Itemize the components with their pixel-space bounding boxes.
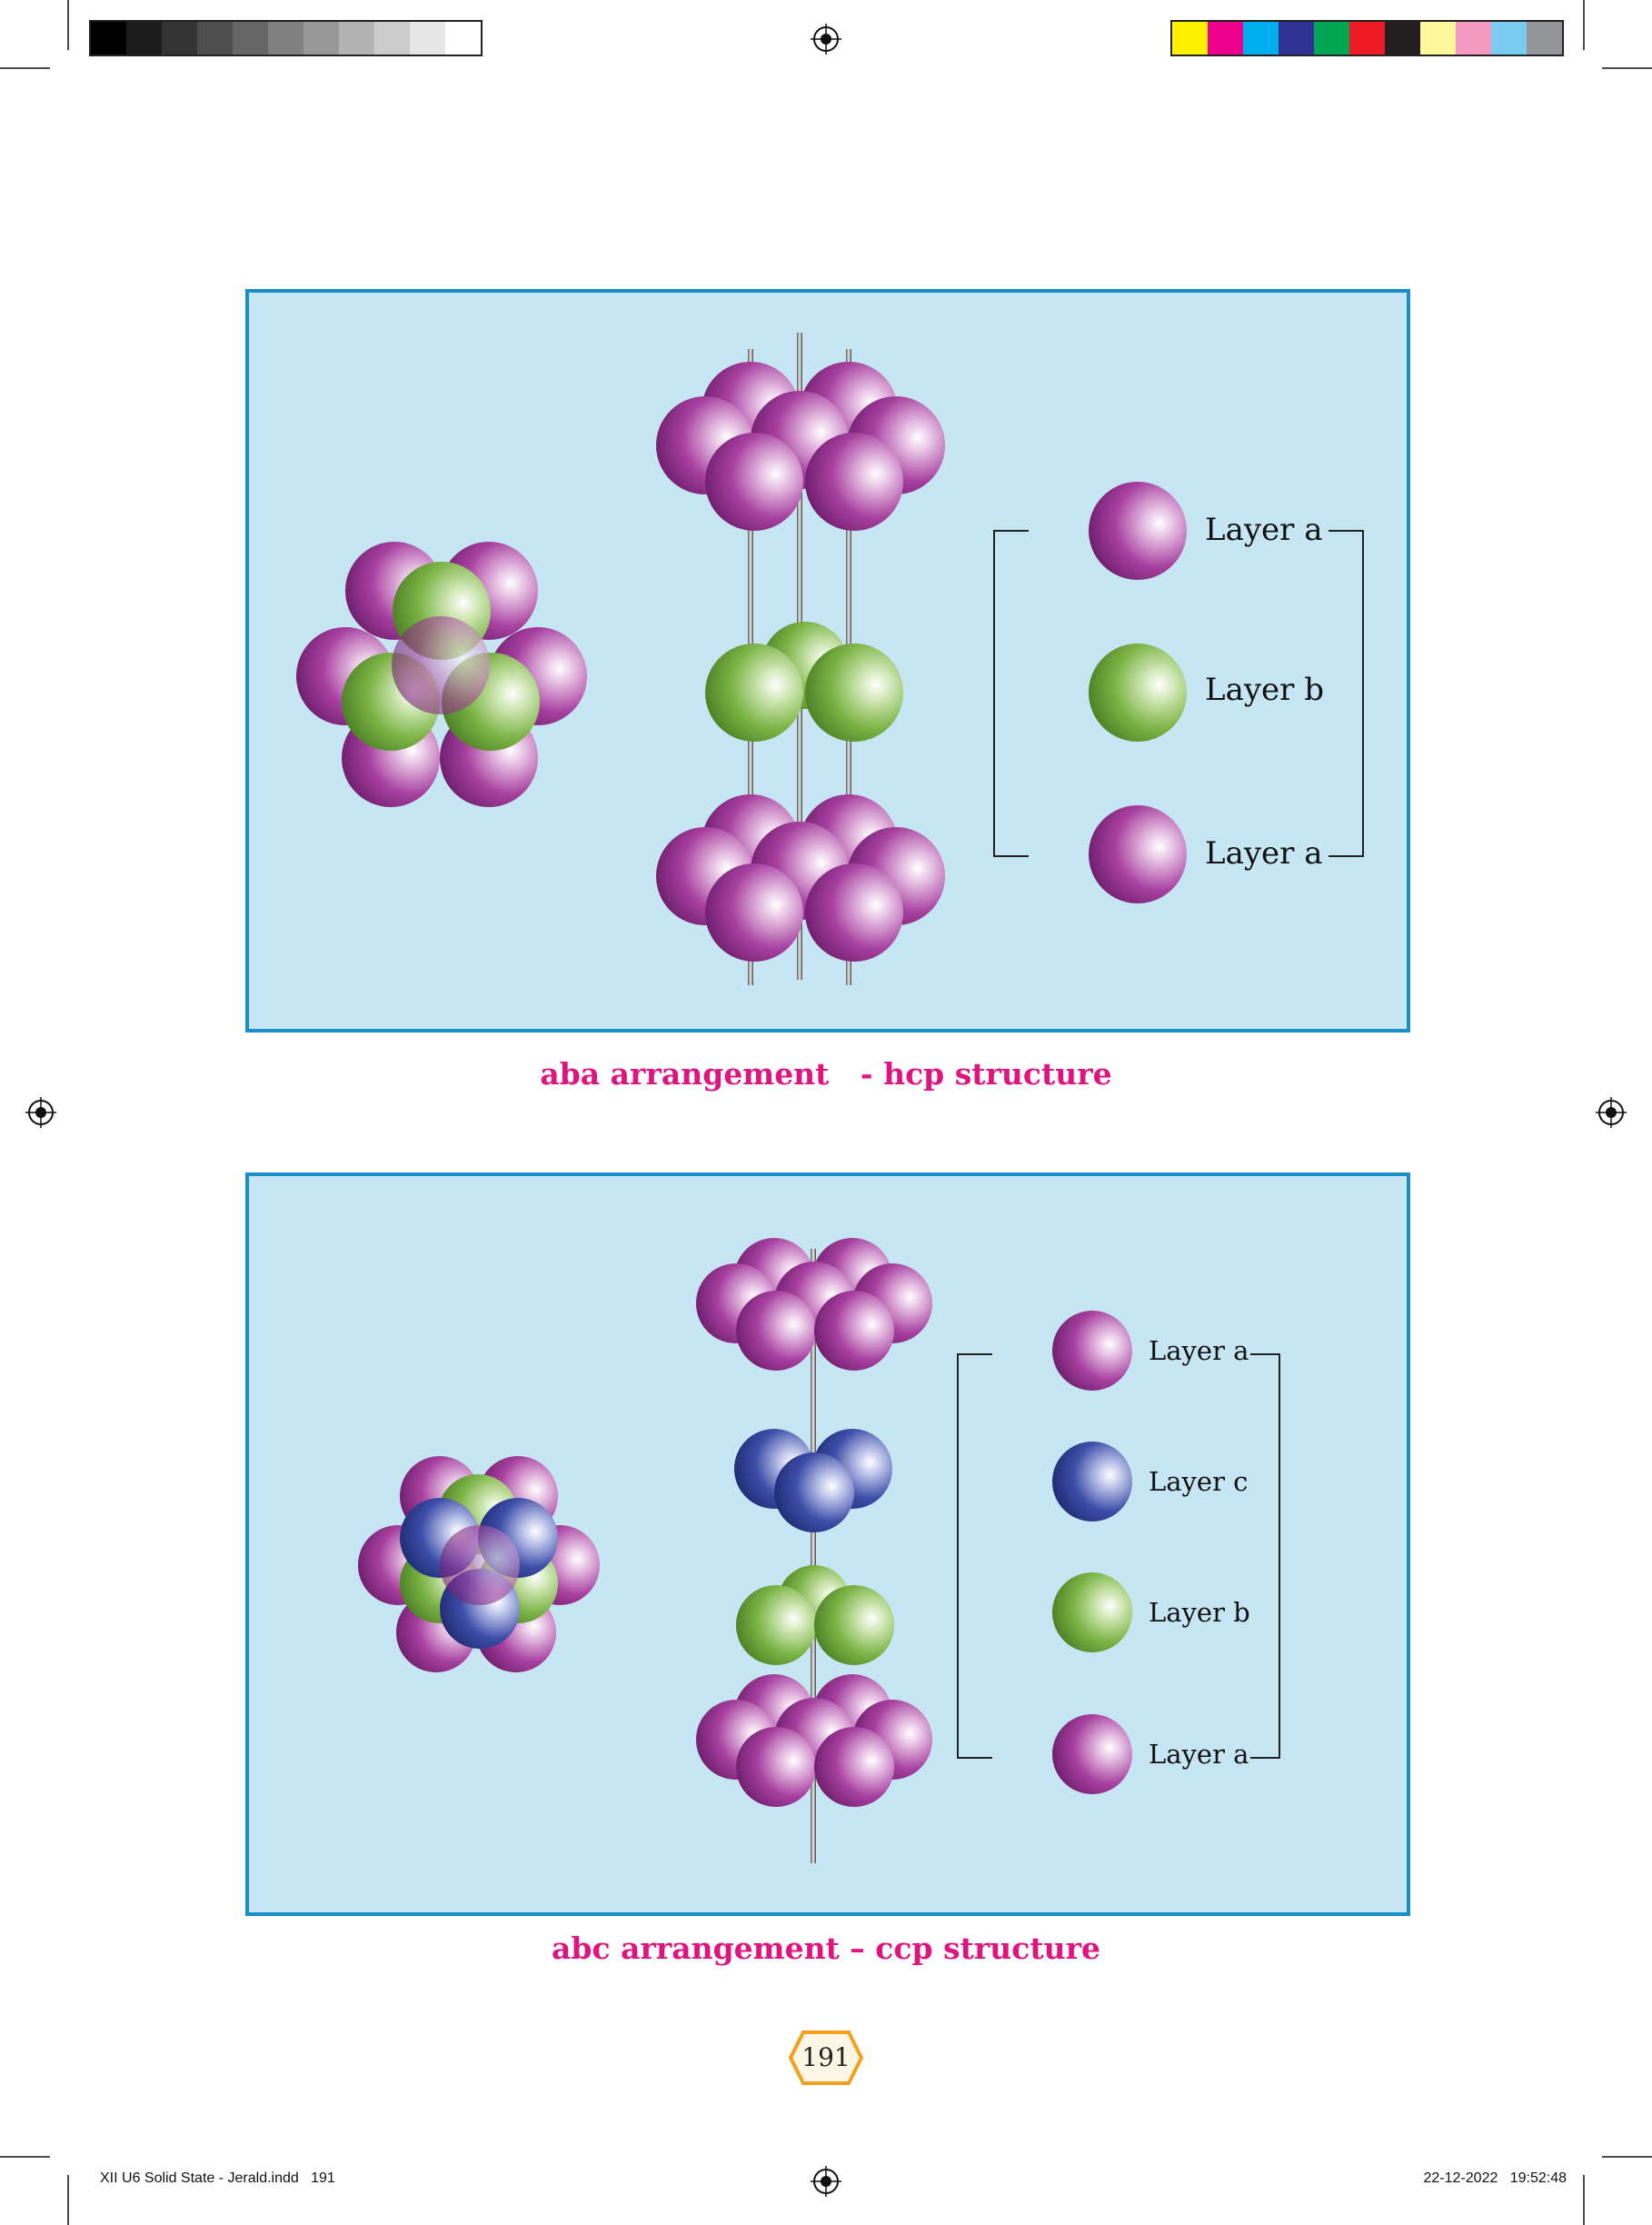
ccp-rod	[811, 1249, 816, 1863]
legend-label: Layer a	[1149, 1335, 1249, 1366]
ccp-legend-bracket	[957, 1353, 1280, 1759]
ccp-top-view-cluster	[358, 1456, 600, 1672]
ccp-legend-item-1: Layer a	[1052, 1311, 1249, 1391]
ccp-stack-layer-a-bottom	[696, 1674, 932, 1807]
ccp-stack-layer-a-top	[696, 1238, 932, 1371]
hcp-top-view-cluster	[296, 542, 587, 807]
footer-timestamp: 22-12-2022 19:52:48	[1423, 2170, 1567, 2186]
hcp-legend-item-1: Layer a	[1089, 482, 1323, 580]
ccp-illustration: Layer a Layer c Layer b Layer a	[358, 1238, 1280, 1863]
ccp-legend-item-2: Layer c	[1052, 1442, 1248, 1522]
layer-b-sphere-icon	[1089, 644, 1187, 742]
hcp-legend-item-2: Layer b	[1089, 644, 1324, 742]
legend-label: Layer c	[1149, 1466, 1248, 1497]
layer-c-sphere-icon	[1052, 1442, 1132, 1522]
legend-label: Layer a	[1205, 512, 1323, 548]
ccp-stack-layer-b	[736, 1565, 894, 1665]
page-number-badge: 191	[789, 2030, 863, 2085]
registration-mark-right	[1596, 1097, 1627, 1128]
hcp-stack-layer-b	[705, 622, 903, 742]
hcp-figure-panel: Layer a Layer b Layer a	[245, 289, 1410, 1033]
hcp-legend-item-3: Layer a	[1089, 805, 1323, 903]
grayscale-color-bar	[89, 20, 483, 56]
hcp-legend-bracket	[993, 530, 1364, 857]
ccp-legend-item-4: Layer a	[1052, 1714, 1249, 1794]
hexagon-icon	[789, 2030, 863, 2085]
hcp-stack-layer-a-top	[656, 362, 945, 531]
layer-b-sphere-icon	[1052, 1572, 1132, 1652]
legend-label: Layer b	[1149, 1597, 1250, 1628]
ccp-figure-panel: Layer a Layer c Layer b Layer a	[245, 1172, 1410, 1916]
legend-label: Layer a	[1205, 835, 1323, 872]
footer-file-name: XII U6 Solid State - Jerald.indd 191	[100, 2170, 335, 2186]
registration-mark-top	[811, 24, 841, 55]
layer-a-sphere-icon	[1052, 1311, 1132, 1391]
ccp-stack-layer-c	[734, 1429, 892, 1532]
registration-mark-bottom	[811, 2166, 841, 2197]
hcp-figure-caption: aba arrangement - hcp structure	[540, 1056, 1112, 1092]
process-color-bar	[1170, 20, 1564, 56]
layer-a-sphere-icon	[1089, 482, 1187, 580]
registration-mark-left	[25, 1097, 56, 1128]
layer-a-sphere-icon	[1089, 805, 1187, 903]
legend-label: Layer b	[1205, 672, 1324, 708]
hcp-stack-layer-a-bottom	[656, 794, 945, 962]
ccp-legend-item-3: Layer b	[1052, 1572, 1250, 1652]
hcp-illustration: Layer a Layer b Layer a	[296, 333, 1364, 985]
legend-label: Layer a	[1149, 1739, 1249, 1770]
ccp-figure-caption: abc arrangement – ccp structure	[552, 1931, 1100, 1966]
layer-a-sphere-icon	[1052, 1714, 1132, 1794]
page-number: 191	[801, 2042, 851, 2072]
